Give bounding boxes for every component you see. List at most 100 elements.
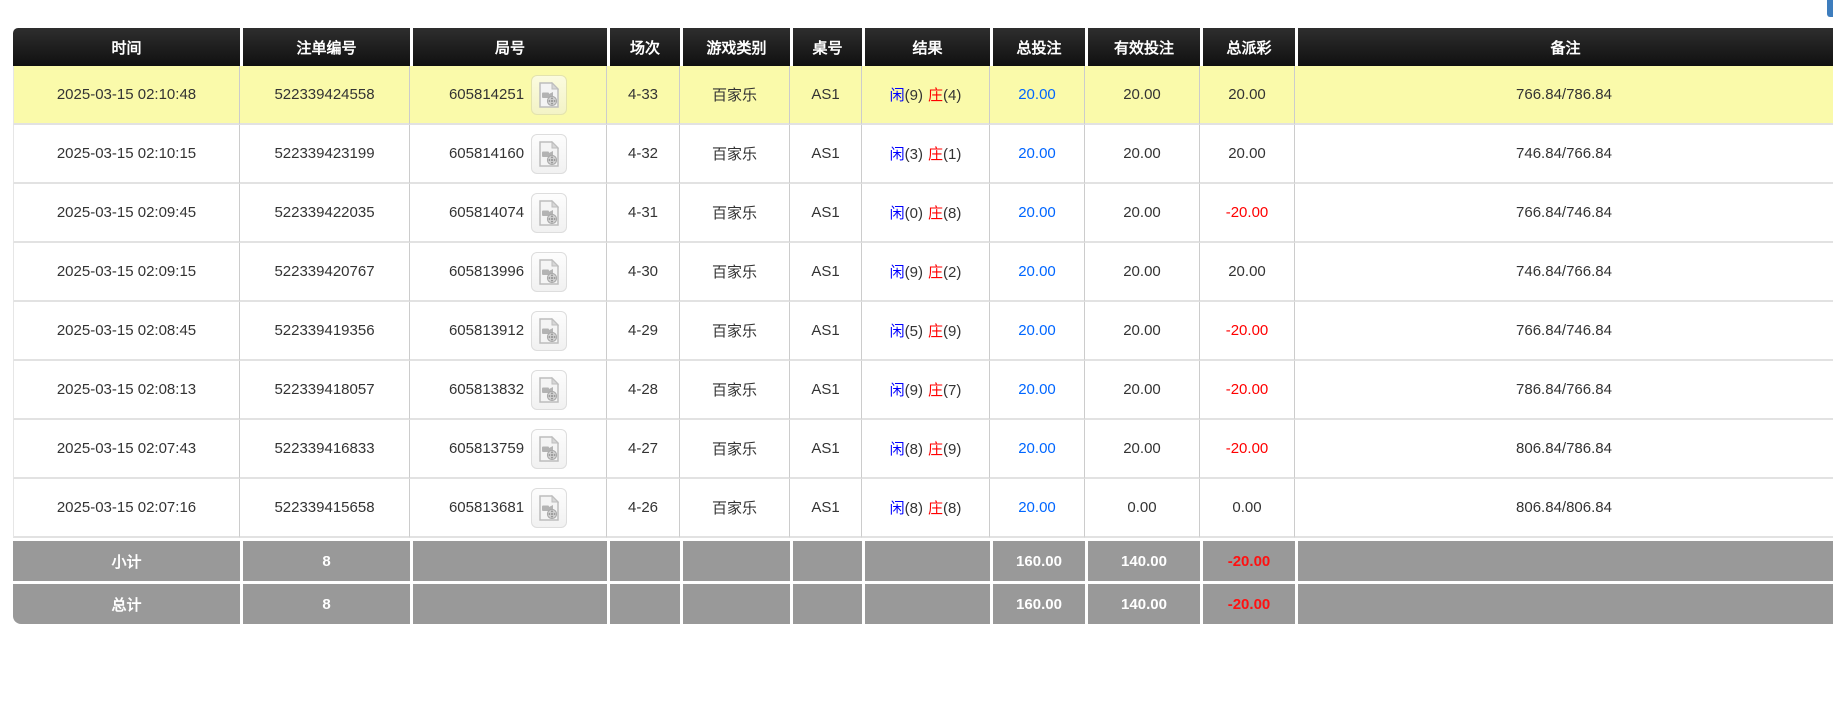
result-banker-points: (7) <box>943 382 962 399</box>
cell-remark: 766.84/746.84 <box>1295 184 1833 243</box>
result-player-points: (9) <box>904 87 923 104</box>
cell-bet-id: 522339420767 <box>240 243 410 302</box>
cell-round: 605814160 <box>410 125 607 184</box>
cell-remark: 746.84/766.84 <box>1295 125 1833 184</box>
cell-time: 2025-03-15 02:07:16 <box>13 479 240 538</box>
video-file-icon <box>539 258 560 285</box>
total-bet-link[interactable]: 20.00 <box>990 420 1085 479</box>
result-player: 闲 <box>889 382 905 399</box>
col-header-table-no: 桌号 <box>790 28 862 66</box>
result-banker-points: (9) <box>943 441 962 458</box>
cell-valid-bet: 20.00 <box>1085 302 1200 361</box>
round-number: 605813832 <box>448 381 525 398</box>
cell-round: 605813912 <box>410 302 607 361</box>
table-row: 2025-03-15 02:10:15 522339423199 6058141… <box>13 125 1833 184</box>
cell-bet-id: 522339418057 <box>240 361 410 420</box>
empty-cell <box>410 538 607 581</box>
cell-remark: 806.84/806.84 <box>1295 479 1833 538</box>
cell-bet-id: 522339422035 <box>240 184 410 243</box>
video-file-icon <box>539 317 560 344</box>
cell-time: 2025-03-15 02:09:45 <box>13 184 240 243</box>
table-row: 2025-03-15 02:07:43 522339416833 6058137… <box>13 420 1833 479</box>
grand-total-row: 总计 8 160.00 140.00 -20.00 <box>13 581 1833 624</box>
total-bet-link[interactable]: 20.00 <box>990 125 1085 184</box>
video-replay-button[interactable] <box>531 487 568 528</box>
video-file-icon <box>539 435 560 462</box>
video-replay-button[interactable] <box>531 310 568 351</box>
total-bet-link[interactable]: 20.00 <box>990 302 1085 361</box>
cell-result: 闲(9) 庄(4) <box>862 66 990 125</box>
result-banker-points: (4) <box>943 87 962 104</box>
empty-cell <box>862 538 990 581</box>
video-replay-button[interactable] <box>531 133 568 174</box>
table-row: 2025-03-15 02:08:13 522339418057 6058138… <box>13 361 1833 420</box>
empty-cell <box>680 581 790 624</box>
cell-payout: 20.00 <box>1200 66 1295 125</box>
cell-valid-bet: 20.00 <box>1085 66 1200 125</box>
result-player: 闲 <box>889 441 905 458</box>
video-replay-button[interactable] <box>531 369 568 410</box>
table-row: 2025-03-15 02:09:15 522339420767 6058139… <box>13 243 1833 302</box>
empty-cell <box>790 581 862 624</box>
cell-table-no: AS1 <box>790 420 862 479</box>
total-bet-link[interactable]: 20.00 <box>990 361 1085 420</box>
grand-total-count: 8 <box>240 581 410 624</box>
total-bet-link[interactable]: 20.00 <box>990 66 1085 125</box>
cell-game-type: 百家乐 <box>680 302 790 361</box>
cell-table-no: AS1 <box>790 302 862 361</box>
cell-round: 605814251 <box>410 66 607 125</box>
cell-game-type: 百家乐 <box>680 243 790 302</box>
result-player-points: (8) <box>904 500 923 517</box>
col-header-total-bet: 总投注 <box>990 28 1085 66</box>
cell-result: 闲(8) 庄(8) <box>862 479 990 538</box>
video-replay-button[interactable] <box>531 74 568 115</box>
grand-total-total-bet: 160.00 <box>990 581 1085 624</box>
video-replay-button[interactable] <box>531 428 568 469</box>
cell-bet-id: 522339419356 <box>240 302 410 361</box>
total-bet-link[interactable]: 20.00 <box>990 184 1085 243</box>
result-banker-points: (2) <box>943 264 962 281</box>
cell-table-no: AS1 <box>790 184 862 243</box>
cell-session: 4-29 <box>607 302 680 361</box>
table-row: 2025-03-15 02:07:16 522339415658 6058136… <box>13 479 1833 538</box>
subtotal-count: 8 <box>240 538 410 581</box>
subtotal-label: 小计 <box>13 538 240 581</box>
result-banker-points: (8) <box>943 500 962 517</box>
cell-payout: 20.00 <box>1200 125 1295 184</box>
result-player: 闲 <box>889 500 905 517</box>
total-bet-link[interactable]: 20.00 <box>990 243 1085 302</box>
result-banker: 庄 <box>928 441 944 458</box>
cell-table-no: AS1 <box>790 66 862 125</box>
col-header-valid-bet: 有效投注 <box>1085 28 1200 66</box>
cell-valid-bet: 20.00 <box>1085 184 1200 243</box>
cell-payout: -20.00 <box>1200 184 1295 243</box>
empty-cell <box>790 538 862 581</box>
round-number: 605814160 <box>448 145 525 162</box>
cell-round: 605814074 <box>410 184 607 243</box>
cell-payout: -20.00 <box>1200 361 1295 420</box>
cell-time: 2025-03-15 02:10:48 <box>13 66 240 125</box>
video-replay-button[interactable] <box>531 251 568 292</box>
cell-result: 闲(0) 庄(8) <box>862 184 990 243</box>
top-right-cutoff-button-fragment[interactable] <box>1827 0 1833 17</box>
cell-session: 4-31 <box>607 184 680 243</box>
cell-bet-id: 522339416833 <box>240 420 410 479</box>
result-player-points: (0) <box>904 205 923 222</box>
round-number: 605813996 <box>448 263 525 280</box>
round-number: 605813759 <box>448 440 525 457</box>
subtotal-payout: -20.00 <box>1200 538 1295 581</box>
cell-remark: 746.84/766.84 <box>1295 243 1833 302</box>
table-row: 2025-03-15 02:09:45 522339422035 6058140… <box>13 184 1833 243</box>
cell-valid-bet: 20.00 <box>1085 125 1200 184</box>
cell-game-type: 百家乐 <box>680 479 790 538</box>
video-file-icon <box>539 81 560 108</box>
total-bet-link[interactable]: 20.00 <box>990 479 1085 538</box>
result-player: 闲 <box>889 205 905 222</box>
table-row: 2025-03-15 02:08:45 522339419356 6058139… <box>13 302 1833 361</box>
empty-cell <box>1295 538 1833 581</box>
result-banker: 庄 <box>928 87 944 104</box>
cell-round: 605813759 <box>410 420 607 479</box>
video-replay-button[interactable] <box>531 192 568 233</box>
cell-remark: 786.84/766.84 <box>1295 361 1833 420</box>
cell-time: 2025-03-15 02:07:43 <box>13 420 240 479</box>
